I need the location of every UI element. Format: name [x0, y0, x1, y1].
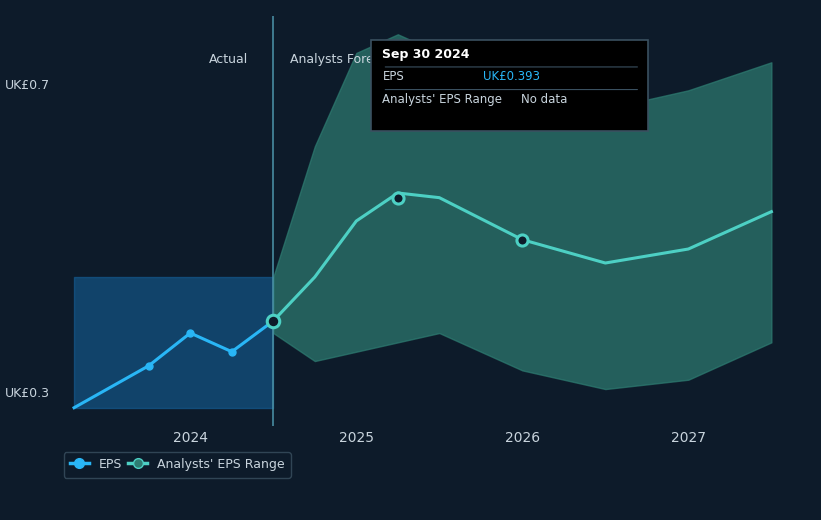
Text: UK£0.3: UK£0.3	[5, 387, 50, 400]
Text: UK£0.7: UK£0.7	[5, 79, 50, 92]
Legend: EPS, Analysts' EPS Range: EPS, Analysts' EPS Range	[64, 452, 291, 478]
Text: Actual: Actual	[209, 53, 249, 66]
Text: Analysts Forecasts: Analysts Forecasts	[290, 53, 406, 66]
FancyBboxPatch shape	[371, 40, 648, 131]
Text: No data: No data	[521, 93, 567, 106]
Text: Sep 30 2024: Sep 30 2024	[383, 48, 470, 61]
Text: EPS: EPS	[383, 70, 404, 83]
Text: Analysts' EPS Range: Analysts' EPS Range	[383, 93, 502, 106]
Text: UK£0.393: UK£0.393	[484, 70, 540, 83]
